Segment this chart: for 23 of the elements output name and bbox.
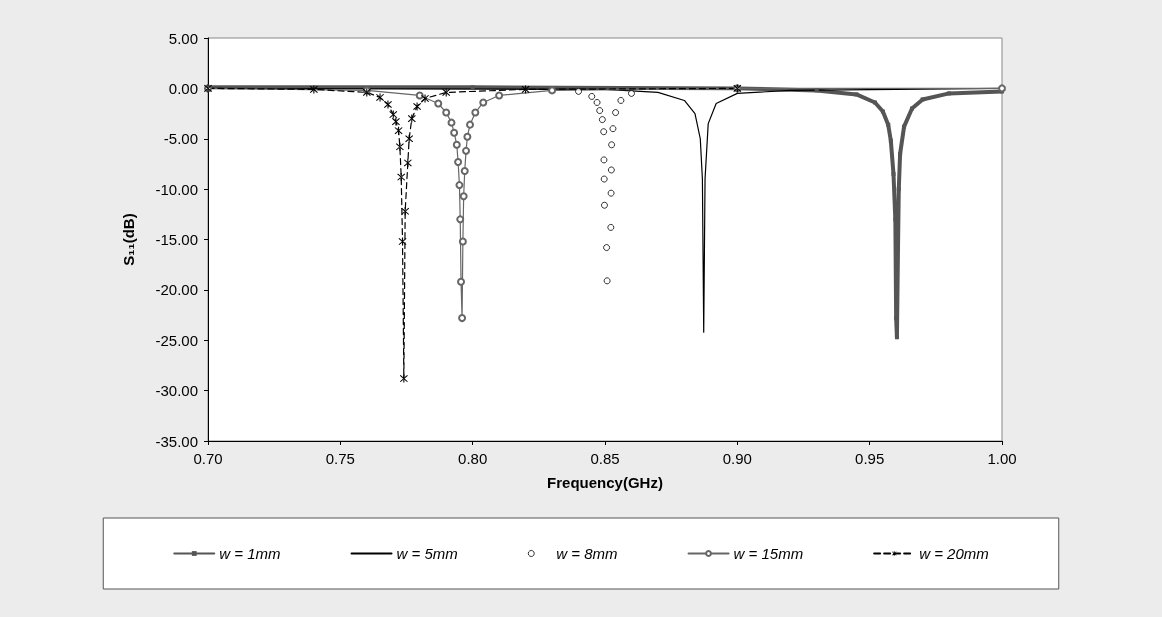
y-tick-label: 0.00: [168, 79, 198, 97]
y-tick-label: -35.00: [155, 432, 198, 450]
x-axis-title: Frequency(GHz): [547, 474, 663, 491]
x-tick-label: 0.80: [458, 450, 488, 467]
y-tick-label: -30.00: [155, 382, 198, 400]
y-tick-label: -20.00: [155, 281, 198, 299]
x-tick-label: 0.95: [855, 450, 885, 467]
y-tick-label: 5.00: [168, 29, 198, 47]
x-tick-label: 0.90: [722, 450, 752, 467]
legend-label: w = 15mm: [733, 545, 804, 562]
x-tick-label: 0.75: [325, 450, 355, 467]
y-tick-label: -15.00: [155, 231, 198, 248]
legend-label: w = 5mm: [396, 545, 458, 562]
legend-label: w = 20mm: [919, 545, 989, 562]
y-tick-label: -5.00: [163, 130, 198, 148]
x-tick-label: 0.70: [193, 450, 223, 467]
y-tick-label: -25.00: [155, 331, 198, 349]
y-tick-label: -10.00: [155, 180, 198, 198]
y-axis-title: S₁₁(dB): [120, 213, 137, 266]
legend-label: w = 1mm: [219, 545, 281, 562]
x-tick-label: 1.00: [987, 450, 1017, 467]
legend-label: w = 8mm: [556, 545, 618, 562]
x-tick-label: 0.85: [590, 450, 620, 467]
